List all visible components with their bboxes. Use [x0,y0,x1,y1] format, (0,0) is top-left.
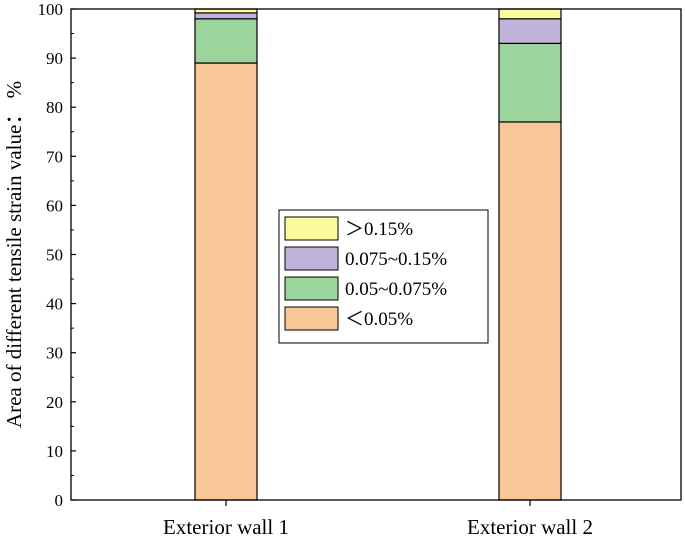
legend-swatch [284,216,339,241]
bars-layer [194,8,562,501]
y-tick-label: 30 [46,344,63,363]
x-category-label: Exterior wall 2 [467,515,593,538]
legend: ＞0.15% 0.075~0.15% 0.05~0.075% ＜0.05% [278,209,489,344]
y-axis-title: Area of different tensile strain value： … [2,81,26,428]
legend-swatch [284,306,339,331]
bar-segment-2-4 [498,8,562,20]
y-tick-label: 40 [46,295,63,314]
bar-segment-1-1 [194,62,258,501]
bar-segment-2-2 [498,42,562,123]
legend-swatch [284,276,339,301]
legend-label: 0.075~0.15% [345,249,447,270]
bar-segment-2-1 [498,121,562,501]
x-category-label: Exterior wall 1 [163,515,289,538]
y-tick-label: 70 [46,147,63,166]
bar-segment-1-3 [194,12,258,20]
y-tick-label: 20 [46,393,63,412]
bar-segment-1-2 [194,18,258,64]
y-tick-label: 50 [46,246,63,265]
y-tick-label: 80 [46,98,63,117]
y-tick-label: 60 [46,196,63,215]
legend-label: 0.05~0.075% [345,279,447,300]
x-axis: Exterior wall 1 Exterior wall 2 [163,500,593,538]
y-tick-label: 10 [46,442,63,461]
y-axis: 0 10 20 30 40 50 60 70 80 90 100 [38,0,76,510]
legend-label: ＜0.05% [345,309,413,330]
legend-swatch [284,246,339,271]
y-tick-label: 90 [46,49,63,68]
bar-segment-2-3 [498,18,562,44]
legend-label: ＞0.15% [345,219,413,240]
y-tick-label: 100 [38,0,64,19]
y-tick-label: 0 [55,491,64,510]
